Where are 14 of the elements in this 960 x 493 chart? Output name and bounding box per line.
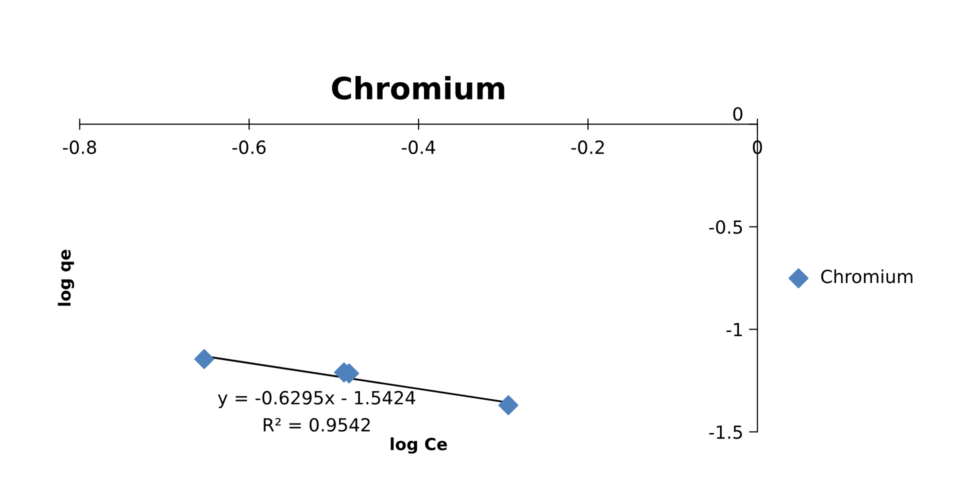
y-tick-label: -1 — [726, 323, 742, 336]
x-tick-label: -0.4 — [402, 140, 436, 154]
x-tick-label: -0.6 — [232, 140, 266, 154]
legend-label: Chromium — [821, 269, 912, 284]
x-tick-label: -0.8 — [62, 140, 96, 154]
chart-title: Chromium — [332, 76, 504, 100]
y-tick-label: 0 — [733, 107, 742, 121]
y-axis-title: log qe — [58, 250, 74, 306]
y-tick-label: -0.5 — [709, 220, 742, 234]
x-tick-label: -0.2 — [571, 140, 604, 154]
annotation: y = -0.6295x - 1.5424 — [218, 390, 416, 408]
annotation: R² = 0.9542 — [264, 418, 370, 432]
y-tick-label: -1.5 — [709, 426, 742, 439]
x-axis-title: log Ce — [390, 437, 447, 454]
